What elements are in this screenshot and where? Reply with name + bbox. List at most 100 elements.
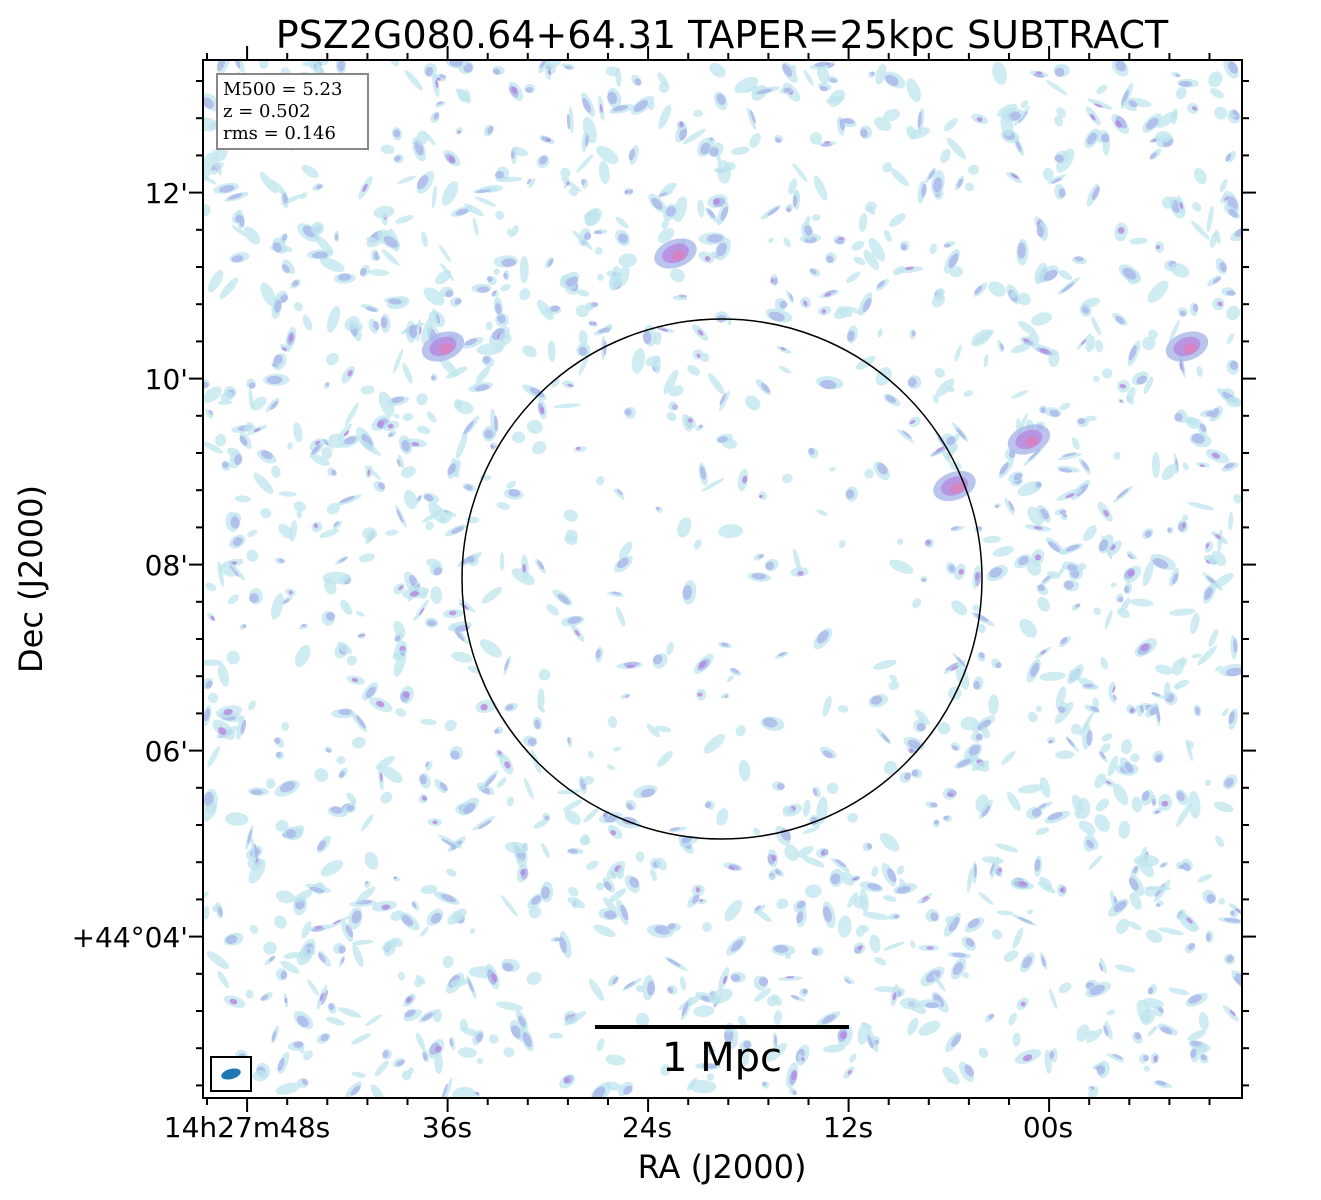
emission-blob (467, 556, 475, 563)
emission-blob (988, 281, 1006, 297)
emission-blob (595, 882, 604, 891)
emission-blob (484, 774, 497, 787)
emission-blob (677, 517, 692, 538)
emission-blob (883, 760, 898, 775)
emission-blob (584, 134, 589, 147)
emission-blob (931, 447, 946, 456)
emission-blob (1182, 522, 1187, 529)
emission-blob (1083, 525, 1097, 542)
beam-ellipse (221, 1068, 241, 1080)
emission-blob (1224, 462, 1235, 469)
emission-blob (1115, 918, 1130, 935)
emission-blob (692, 894, 700, 904)
emission-blob (491, 292, 496, 297)
emission-blob (365, 686, 376, 698)
emission-blob (217, 663, 229, 687)
emission-blob (804, 884, 822, 898)
emission-blob (640, 788, 656, 798)
emission-blob (771, 994, 783, 1006)
emission-blob (1168, 987, 1190, 996)
emission-blob (247, 829, 253, 845)
emission-blob (1235, 973, 1242, 980)
emission-blob (439, 357, 459, 377)
emission-blob (1143, 1055, 1150, 1062)
emission-blob (1233, 638, 1238, 653)
emission-blob (545, 137, 552, 142)
emission-blob (904, 772, 912, 780)
emission-blob (278, 558, 285, 563)
emission-blob (978, 1047, 989, 1059)
emission-blob (1179, 310, 1186, 317)
emission-blob (422, 796, 427, 801)
emission-blob (977, 526, 982, 531)
emission-blob (672, 404, 679, 410)
emission-blob (463, 420, 475, 435)
emission-blob (1172, 573, 1179, 585)
emission-blob (813, 175, 828, 201)
emission-blob (823, 1044, 846, 1053)
emission-blob (525, 87, 534, 93)
emission-blob (207, 692, 219, 704)
emission-blob (965, 182, 975, 192)
emission-blob (1151, 798, 1157, 806)
emission-blob (792, 163, 808, 183)
emission-blob (1103, 1025, 1109, 1037)
emission-blob (1011, 390, 1029, 399)
emission-blob (279, 781, 296, 793)
emission-blob (567, 383, 574, 387)
emission-blob (612, 746, 622, 752)
emission-blob (576, 446, 581, 451)
emission-blob (343, 430, 350, 437)
emission-blob (1035, 481, 1042, 488)
emission-blob (650, 868, 657, 882)
emission-blob (1046, 80, 1068, 96)
emission-blob (887, 868, 897, 883)
emission-blob (907, 739, 921, 749)
emission-blob (421, 231, 428, 247)
emission-blob (699, 465, 706, 480)
emission-blob (1182, 462, 1189, 471)
emission-blob (274, 737, 281, 744)
emission-blob (467, 665, 481, 674)
emission-blob (436, 313, 441, 324)
emission-blob (326, 916, 350, 929)
emission-blob (624, 408, 632, 416)
emission-blob (1188, 791, 1201, 819)
emission-blob (510, 1025, 522, 1039)
emission-blob (1226, 955, 1234, 963)
emission-blob (1120, 597, 1131, 613)
emission-blob (777, 976, 803, 981)
emission-blob (599, 104, 603, 114)
emission-blob (827, 63, 835, 69)
emission-blob (1186, 917, 1193, 924)
emission-blob (1147, 280, 1169, 303)
emission-blob (520, 869, 526, 876)
emission-blob (967, 867, 973, 893)
emission-blob (758, 976, 769, 987)
emission-blob (538, 669, 551, 681)
emission-blob (526, 419, 543, 434)
emission-blob (900, 243, 907, 251)
emission-blob (811, 213, 821, 222)
emission-blob (477, 820, 492, 830)
emission-blob (863, 249, 880, 271)
emission-blob (285, 828, 297, 839)
emission-blob (536, 299, 554, 321)
emission-blob (925, 1002, 939, 1009)
emission-blob (1187, 501, 1215, 511)
emission-blob (488, 1034, 499, 1044)
emission-blob (1209, 88, 1224, 99)
emission-blob (449, 610, 457, 616)
emission-blob (917, 111, 922, 128)
emission-blob (1147, 987, 1154, 995)
emission-blob (762, 717, 778, 728)
emission-blob (1035, 71, 1043, 75)
emission-blob (207, 270, 224, 293)
emission-blob (249, 924, 259, 934)
emission-blob (1047, 541, 1061, 552)
emission-blob (431, 185, 437, 209)
emission-blob (1047, 174, 1067, 184)
emission-blob (642, 330, 652, 345)
emission-blob (227, 193, 243, 200)
emission-blob (844, 978, 851, 985)
